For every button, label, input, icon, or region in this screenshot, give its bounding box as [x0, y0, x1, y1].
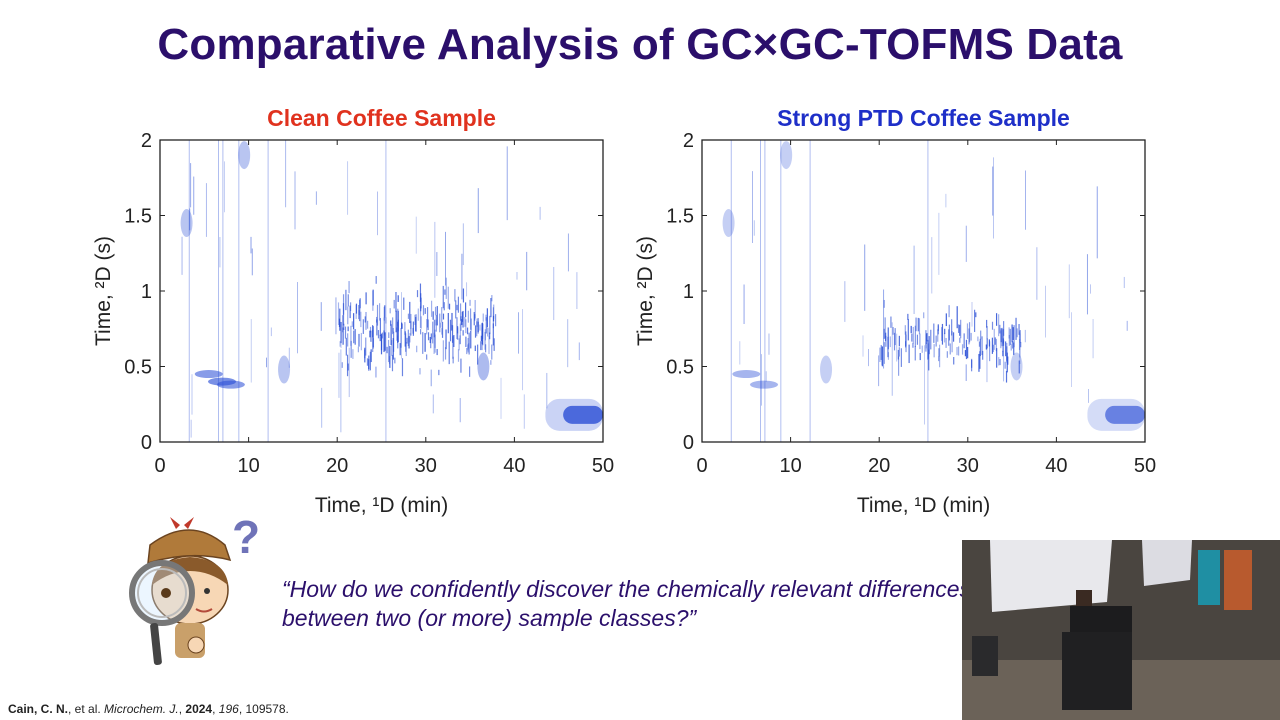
y-axis-label: Time, ²D (s)	[92, 236, 115, 346]
quote-text: “How do we confidently discover the chem…	[282, 576, 972, 631]
y-tick-label: 0	[141, 432, 152, 454]
x-tick-label: 20	[326, 455, 348, 477]
question-mark-icon: ?	[232, 511, 260, 563]
feature-peak	[180, 209, 193, 238]
slide-title: Comparative Analysis of GC×GC-TOFMS Data	[157, 20, 1123, 69]
x-tick-label: 0	[154, 455, 165, 477]
feature-peak	[563, 405, 603, 424]
citation: Cain, C. N., et al. Microchem. J., 2024,…	[8, 702, 289, 716]
citation-etal: , et al.	[68, 702, 105, 716]
x-tick-label: 40	[503, 455, 525, 477]
feature-peak	[1105, 405, 1145, 424]
feature-peak	[722, 209, 735, 238]
feature-peak	[750, 380, 779, 389]
y-tick-label: 1	[683, 281, 694, 303]
chart-1: Strong PTD Coffee Sample 0 10 20 30 40 50 0 0.5 1…	[634, 105, 1156, 517]
y-tick-label: 1.5	[666, 206, 694, 228]
plot-area	[160, 140, 603, 442]
citation-pages: , 109578.	[238, 702, 289, 716]
x-tick-label: 50	[592, 455, 614, 477]
svg-text:?: ?	[232, 511, 260, 563]
x-tick-label: 30	[957, 455, 979, 477]
feature-peak	[216, 380, 245, 389]
x-tick-label: 10	[237, 455, 259, 477]
presenter-video[interactable]	[962, 540, 1280, 720]
y-tick-label: 2	[683, 130, 694, 152]
x-tick-label: 10	[779, 455, 801, 477]
citation-author: Cain, C. N.	[8, 702, 69, 716]
citation-journal: Microchem. J.	[104, 702, 179, 716]
citation-sep2: ,	[212, 702, 219, 716]
peak-streaks	[730, 140, 1128, 442]
plot-area	[702, 140, 1145, 442]
y-tick-label: 1.5	[124, 206, 152, 228]
y-tick-label: 2	[141, 130, 152, 152]
feature-peak	[732, 370, 761, 379]
citation-volume: 196	[218, 702, 239, 716]
x-axis-label: Time, ¹D (min)	[857, 494, 990, 517]
y-tick-label: 0	[683, 432, 694, 454]
x-axis-label: Time, ¹D (min)	[315, 494, 448, 517]
y-tick-label: 0.5	[124, 357, 152, 379]
x-tick-label: 30	[415, 455, 437, 477]
x-tick-label: 50	[1134, 455, 1156, 477]
chart-title: Strong PTD Coffee Sample	[777, 105, 1070, 131]
feature-peak	[820, 355, 833, 384]
x-tick-label: 40	[1045, 455, 1067, 477]
presenter-video-frame	[962, 540, 1280, 720]
detective-icon	[129, 517, 232, 666]
feature-peak	[278, 355, 291, 384]
detective-illustration: ?	[129, 511, 260, 666]
feature-peak	[194, 370, 223, 379]
x-tick-label: 20	[868, 455, 890, 477]
x-tick-label: 0	[696, 455, 707, 477]
y-tick-label: 0.5	[666, 357, 694, 379]
citation-sep1: ,	[178, 702, 186, 716]
feature-peak	[477, 352, 490, 381]
chart-title: Clean Coffee Sample	[267, 105, 496, 131]
citation-year: 2024	[185, 702, 213, 716]
feature-peak	[780, 141, 793, 170]
y-axis-label: Time, ²D (s)	[634, 236, 657, 346]
chart-0: Clean Coffee Sample 0 10 20 30 40 50 0 0.5 1 1.5 2 T…	[92, 105, 614, 517]
feature-peak	[238, 141, 251, 170]
y-tick-label: 1	[141, 281, 152, 303]
feature-peak	[1010, 352, 1023, 381]
